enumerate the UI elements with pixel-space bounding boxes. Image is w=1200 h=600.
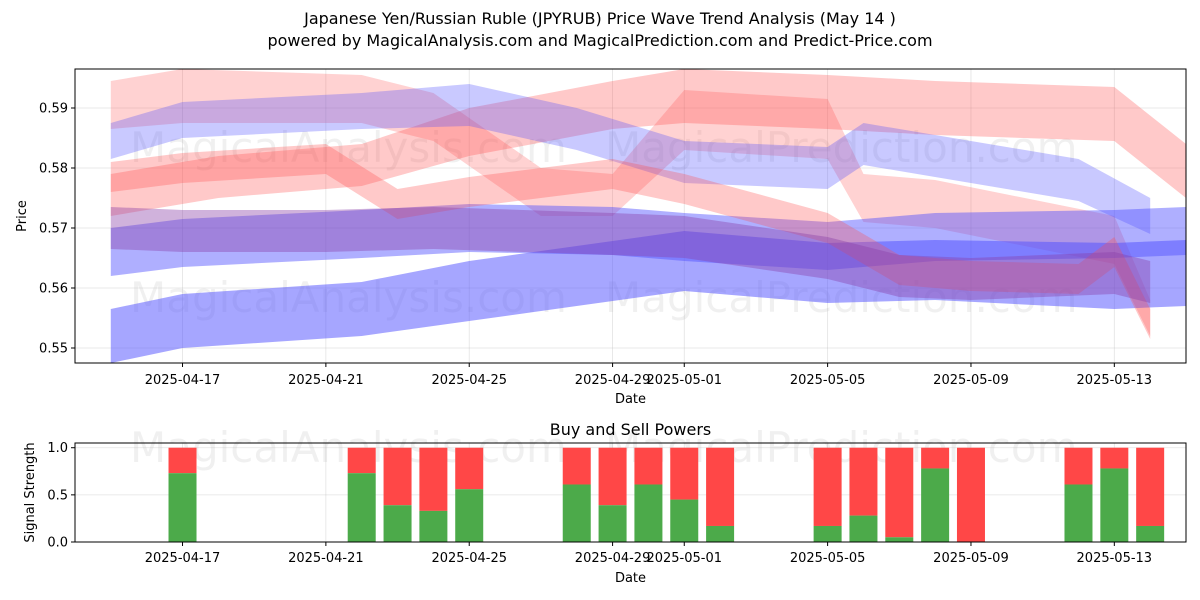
y-tick-label: 1.0	[47, 441, 68, 456]
buy-bar	[383, 505, 412, 542]
sell-bar	[455, 447, 484, 490]
buy-bar	[598, 505, 627, 542]
buy-bar	[1136, 525, 1165, 542]
x-axis-label: Date	[615, 571, 646, 586]
buy-bar	[1064, 484, 1093, 542]
plot-frame	[74, 442, 1187, 543]
chart-title-block: Japanese Yen/Russian Ruble (JPYRUB) Pric…	[0, 8, 1200, 52]
y-tick-label: 0.55	[39, 342, 68, 357]
sell-bar	[1100, 447, 1129, 469]
plot-frame	[74, 68, 1187, 364]
buy-bar	[670, 499, 699, 542]
y-tick-label: 0.0	[47, 536, 68, 551]
sub-chart-title: Buy and Sell Powers	[550, 420, 712, 439]
wave-band	[110, 69, 1151, 336]
wave-band	[110, 144, 1151, 339]
x-tick-label: 2025-04-17	[145, 551, 221, 566]
sell-bar	[562, 447, 591, 485]
x-tick-label: 2025-04-29	[575, 373, 651, 388]
buy-bar	[347, 473, 376, 542]
x-tick-label: 2025-05-05	[790, 373, 866, 388]
wave-band	[110, 69, 1186, 216]
sell-bar	[849, 447, 878, 516]
x-tick-label: 2025-05-13	[1077, 373, 1153, 388]
chart-subtitle: powered by MagicalAnalysis.com and Magic…	[267, 31, 933, 50]
sell-bar	[598, 447, 627, 506]
buy-sell-power-chart: 2025-04-17 2025-04-21 2025-04-25 2025-04-29…	[23, 420, 1187, 586]
watermark-text: MagicalPrediction.com	[605, 123, 1078, 172]
chart-title: Japanese Yen/Russian Ruble (JPYRUB) Pric…	[304, 9, 896, 28]
x-tick-label: 2025-04-29	[575, 551, 651, 566]
sell-bar	[885, 447, 914, 538]
x-tick-label: 2025-04-21	[288, 373, 364, 388]
y-tick-label: 0.59	[39, 102, 68, 117]
buy-bar	[849, 515, 878, 542]
buy-bar	[419, 510, 448, 542]
sell-bar	[168, 447, 197, 474]
wave-band	[110, 231, 1186, 363]
buy-bar	[706, 525, 735, 542]
y-tick-label: 0.5	[47, 488, 68, 503]
watermark-text: MagicalAnalysis.com	[130, 123, 567, 172]
sell-bar	[1064, 447, 1093, 485]
x-tick-label: 2025-04-17	[145, 373, 221, 388]
y-tick-label: 0.57	[39, 222, 68, 237]
buy-bar	[921, 468, 950, 542]
x-tick-label: 2025-05-09	[933, 551, 1009, 566]
y-tick-label: 0.56	[39, 282, 68, 297]
sell-bar	[347, 447, 376, 474]
sell-bar	[706, 447, 735, 526]
buy-bar	[562, 484, 591, 542]
sell-bar	[419, 447, 448, 511]
x-tick-label: 2025-05-05	[790, 551, 866, 566]
buy-bar	[455, 489, 484, 542]
x-tick-label: 2025-04-25	[431, 373, 507, 388]
x-tick-label: 2025-04-21	[288, 551, 364, 566]
sell-bar	[956, 447, 985, 542]
sell-bar	[383, 447, 412, 506]
buy-bar	[813, 525, 842, 542]
sell-bar	[813, 447, 842, 526]
sell-bar	[670, 447, 699, 500]
wave-band	[110, 84, 1151, 234]
sell-bar	[921, 447, 950, 469]
y-tick-label: 0.58	[39, 162, 68, 177]
wave-bands	[110, 69, 1186, 363]
buy-bar	[885, 537, 914, 542]
x-tick-label: 2025-04-25	[431, 551, 507, 566]
x-axis-label: Date	[615, 392, 646, 407]
x-tick-label: 2025-05-01	[646, 551, 722, 566]
x-tick-label: 2025-05-09	[933, 373, 1009, 388]
buy-bar	[1100, 468, 1129, 542]
sell-bar	[1136, 447, 1165, 526]
wave-band	[110, 207, 1151, 303]
price-wave-chart: 2025-04-17 2025-04-21 2025-04-25 2025-04-29…	[15, 68, 1187, 407]
buy-bar	[168, 473, 197, 542]
x-tick-label: 2025-05-13	[1077, 551, 1153, 566]
y-axis-label: Price	[15, 200, 30, 232]
sell-bar	[634, 447, 663, 485]
y-axis-label: Signal Strength	[23, 442, 38, 542]
x-tick-label: 2025-05-01	[646, 373, 722, 388]
buy-bar	[634, 484, 663, 542]
